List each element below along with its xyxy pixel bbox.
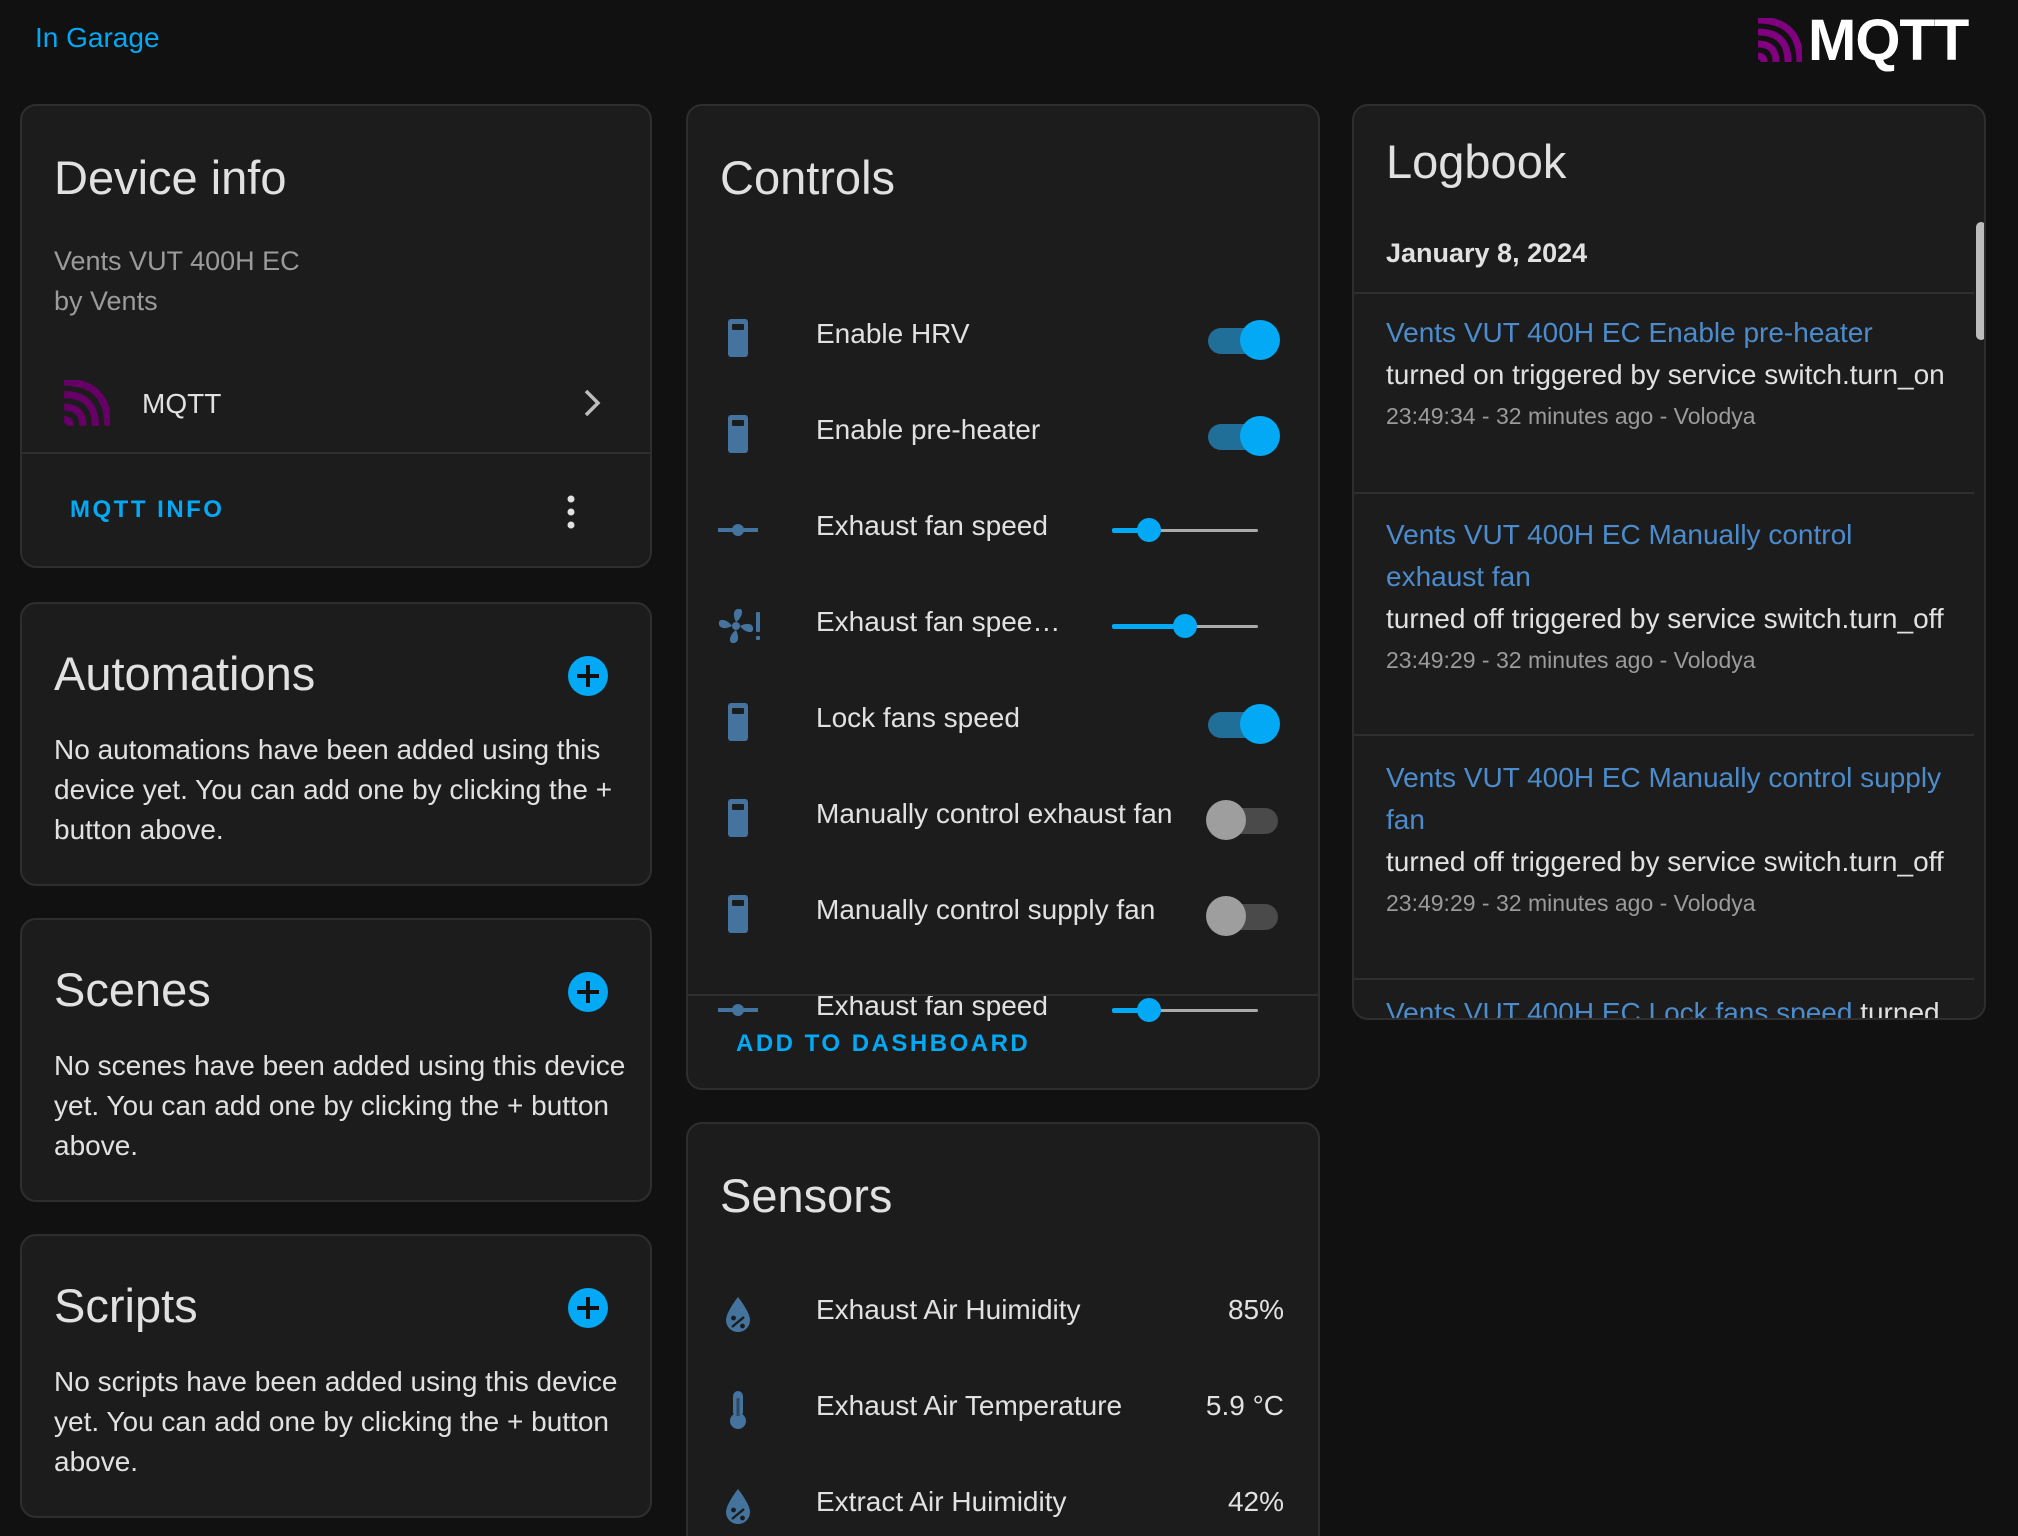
logbook-divider [1354,734,1974,736]
sensor-row[interactable]: Exhaust Air Temperature 5.9 °C [688,1360,1318,1456]
control-toggle[interactable] [1206,320,1280,360]
logbook-entry: Vents VUT 400H EC Manually control exhau… [1386,514,1946,680]
sensor-label: Extract Air Huimidity [816,1486,1067,1517]
logbook-entity-link[interactable]: Vents VUT 400H EC Lock fans speed [1386,997,1853,1020]
scenes-card: Scenes No scenes have been added using t… [20,918,652,1202]
logbook-date: January 8, 2024 [1386,238,1588,268]
control-toggle[interactable] [1206,416,1280,456]
more-vert-icon[interactable] [564,494,578,530]
control-row[interactable]: Exhaust fan speed [688,480,1318,576]
integration-label: MQTT [142,388,222,419]
control-label: Enable pre-heater [816,414,1041,445]
control-toggle[interactable] [1206,704,1280,744]
sensor-row[interactable]: Extract Air Huimidity 42% [688,1456,1318,1536]
logbook-message: turned off triggered by service switch.t… [1386,603,1944,634]
control-row[interactable]: Manually control supply fan [688,864,1318,960]
logbook-entry: Vents VUT 400H EC Manually control suppl… [1386,757,1946,923]
add-automation-button[interactable] [568,656,608,696]
controls-card: Controls Enable HRV Enable pre-heater Exha… [686,104,1320,1090]
chevron-right-icon [584,389,601,417]
area-link[interactable]: In Garage [35,22,160,53]
add-script-button[interactable] [568,1288,608,1328]
scenes-title: Scenes [54,963,211,1016]
logbook-scrollbar[interactable] [1976,222,1984,340]
logbook-message: turned [1860,997,1940,1020]
sensor-value: 85% [1227,1294,1284,1325]
device-model: Vents VUT 400H EC [54,246,300,276]
control-label: Enable HRV [816,318,970,349]
controls-title: Controls [720,151,896,204]
switch-icon [718,702,758,742]
sensors-card: Sensors Exhaust Air Huimidity 85% Exhaust … [686,1122,1320,1536]
switch-icon [718,414,758,454]
automations-empty-text: No automations have been added using thi… [54,734,613,845]
add-to-dashboard-button[interactable]: ADD TO DASHBOARD [736,1030,1031,1057]
control-slider[interactable] [1112,614,1258,638]
device-info-title: Device info [54,151,287,204]
logbook-entry: Vents VUT 400H EC Lock fans speed turned [1386,992,1946,1020]
sensor-label: Exhaust Air Temperature [816,1390,1123,1421]
logbook-entry: Vents VUT 400H EC Enable pre-heater turne… [1386,312,1946,436]
slider-icon [718,990,758,1030]
scripts-empty-text: No scripts have been added using this de… [54,1366,618,1477]
logbook-entity-link[interactable]: Vents VUT 400H EC Manually control exhau… [1386,519,1853,592]
sensor-value: 5.9 °C [1205,1390,1284,1421]
scripts-card: Scripts No scripts have been added using… [20,1234,652,1518]
logbook-divider [1354,978,1974,980]
sensor-row[interactable]: Exhaust Air Huimidity 85% [688,1264,1318,1360]
control-label: Manually control exhaust fan [816,798,1173,829]
sensor-label: Exhaust Air Huimidity [816,1294,1081,1325]
mqtt-integration-icon [63,380,110,427]
switch-icon [718,318,758,358]
logbook-entity-link[interactable]: Vents VUT 400H EC Enable pre-heater [1386,317,1873,348]
control-label: Exhaust fan speed [816,510,1048,541]
control-label: Exhaust fan spee… [816,606,1061,637]
logbook-meta: 23:49:34 - 32 minutes ago - Volodya [1386,403,1756,429]
control-row[interactable]: Enable pre-heater [688,384,1318,480]
fan-alert-icon [718,606,760,646]
logbook-meta: 23:49:29 - 32 minutes ago - Volodya [1386,890,1756,916]
mqtt-logo: MQTT [1756,8,1969,73]
control-toggle[interactable] [1206,800,1280,840]
logbook-divider [1354,492,1974,494]
controls-divider [688,994,1318,996]
sensor-value: 42% [1227,1486,1284,1517]
sensors-title: Sensors [720,1169,893,1222]
automations-card: Automations No automations have been add… [20,602,652,886]
control-label: Manually control supply fan [816,894,1156,925]
add-scene-button[interactable] [568,972,608,1012]
brand-text: MQTT [1808,8,1969,73]
control-row[interactable]: Manually control exhaust fan [688,768,1318,864]
switch-icon [718,894,758,934]
logbook-divider [1354,292,1974,294]
device-info-card: Device info Vents VUT 400H EC by Vents M… [20,104,652,568]
humidity-icon [718,1294,758,1334]
control-toggle[interactable] [1206,896,1280,936]
control-row[interactable]: Exhaust fan spee… [688,576,1318,672]
logbook-message: turned off triggered by service switch.t… [1386,846,1944,877]
control-row[interactable]: Lock fans speed [688,672,1318,768]
control-label: Lock fans speed [816,702,1020,733]
logbook-message: turned on triggered by service switch.tu… [1386,359,1945,390]
automations-title: Automations [54,647,316,700]
control-slider[interactable] [1112,518,1258,542]
scripts-title: Scripts [54,1279,198,1332]
logbook-card: Logbook January 8, 2024 Vents VUT 400H E… [1352,104,1986,1020]
logbook-title: Logbook [1386,135,1567,188]
humidity-icon [718,1486,758,1526]
logbook-entity-link[interactable]: Vents VUT 400H EC Manually control suppl… [1386,762,1942,835]
thermometer-icon [718,1390,758,1430]
mqtt-signal-icon [1757,18,1802,63]
mqtt-info-button[interactable]: MQTT INFO [70,496,225,523]
switch-icon [718,798,758,838]
scenes-empty-text: No scenes have been added using this dev… [54,1050,626,1161]
logbook-meta: 23:49:29 - 32 minutes ago - Volodya [1386,647,1756,673]
device-manufacturer: by Vents [54,286,158,316]
slider-icon [718,510,758,550]
integration-row[interactable]: MQTT [22,354,650,454]
control-row[interactable]: Enable HRV [688,288,1318,384]
control-slider[interactable] [1112,998,1258,1022]
